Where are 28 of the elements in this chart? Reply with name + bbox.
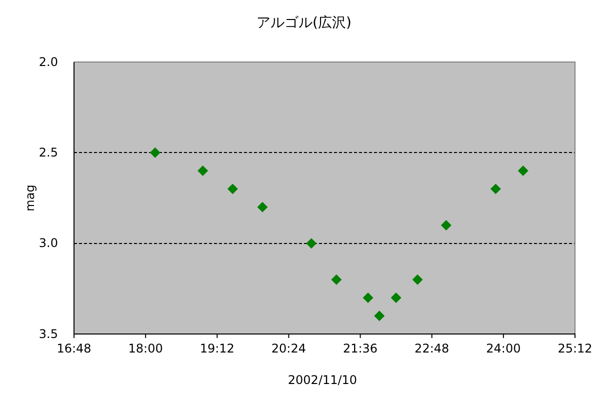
x-tick-label: 21:36	[342, 342, 378, 356]
chart-title: アルゴル(広沢)	[256, 15, 352, 31]
x-tick-label: 25:12	[558, 342, 592, 356]
point	[518, 166, 528, 176]
x-axis-title: 2002/11/10	[288, 373, 358, 387]
point	[306, 238, 317, 249]
x-tick-label: 16:48	[56, 342, 92, 356]
x-tick-label: 22:48	[414, 342, 450, 356]
x-tick-label: 19:12	[200, 342, 234, 356]
point	[412, 274, 423, 285]
y-tick-label: 3.5	[38, 326, 58, 341]
point	[362, 292, 374, 303]
y-tick-label: 3.0	[38, 236, 58, 250]
point	[198, 166, 208, 176]
point	[227, 184, 238, 194]
y-axis-title: mag	[23, 184, 37, 212]
y-tick-label: 2.0	[38, 54, 58, 69]
point	[440, 220, 452, 230]
point	[257, 202, 268, 212]
point	[390, 292, 402, 303]
point	[331, 274, 342, 285]
point	[150, 147, 160, 158]
y-tick-label: 2.5	[38, 146, 58, 160]
x-tick-label: 18:00	[128, 342, 163, 356]
x-tick-label: 24:00	[486, 342, 521, 356]
point	[490, 184, 501, 194]
point	[374, 310, 385, 322]
x-tick-label: 20:24	[271, 342, 306, 356]
